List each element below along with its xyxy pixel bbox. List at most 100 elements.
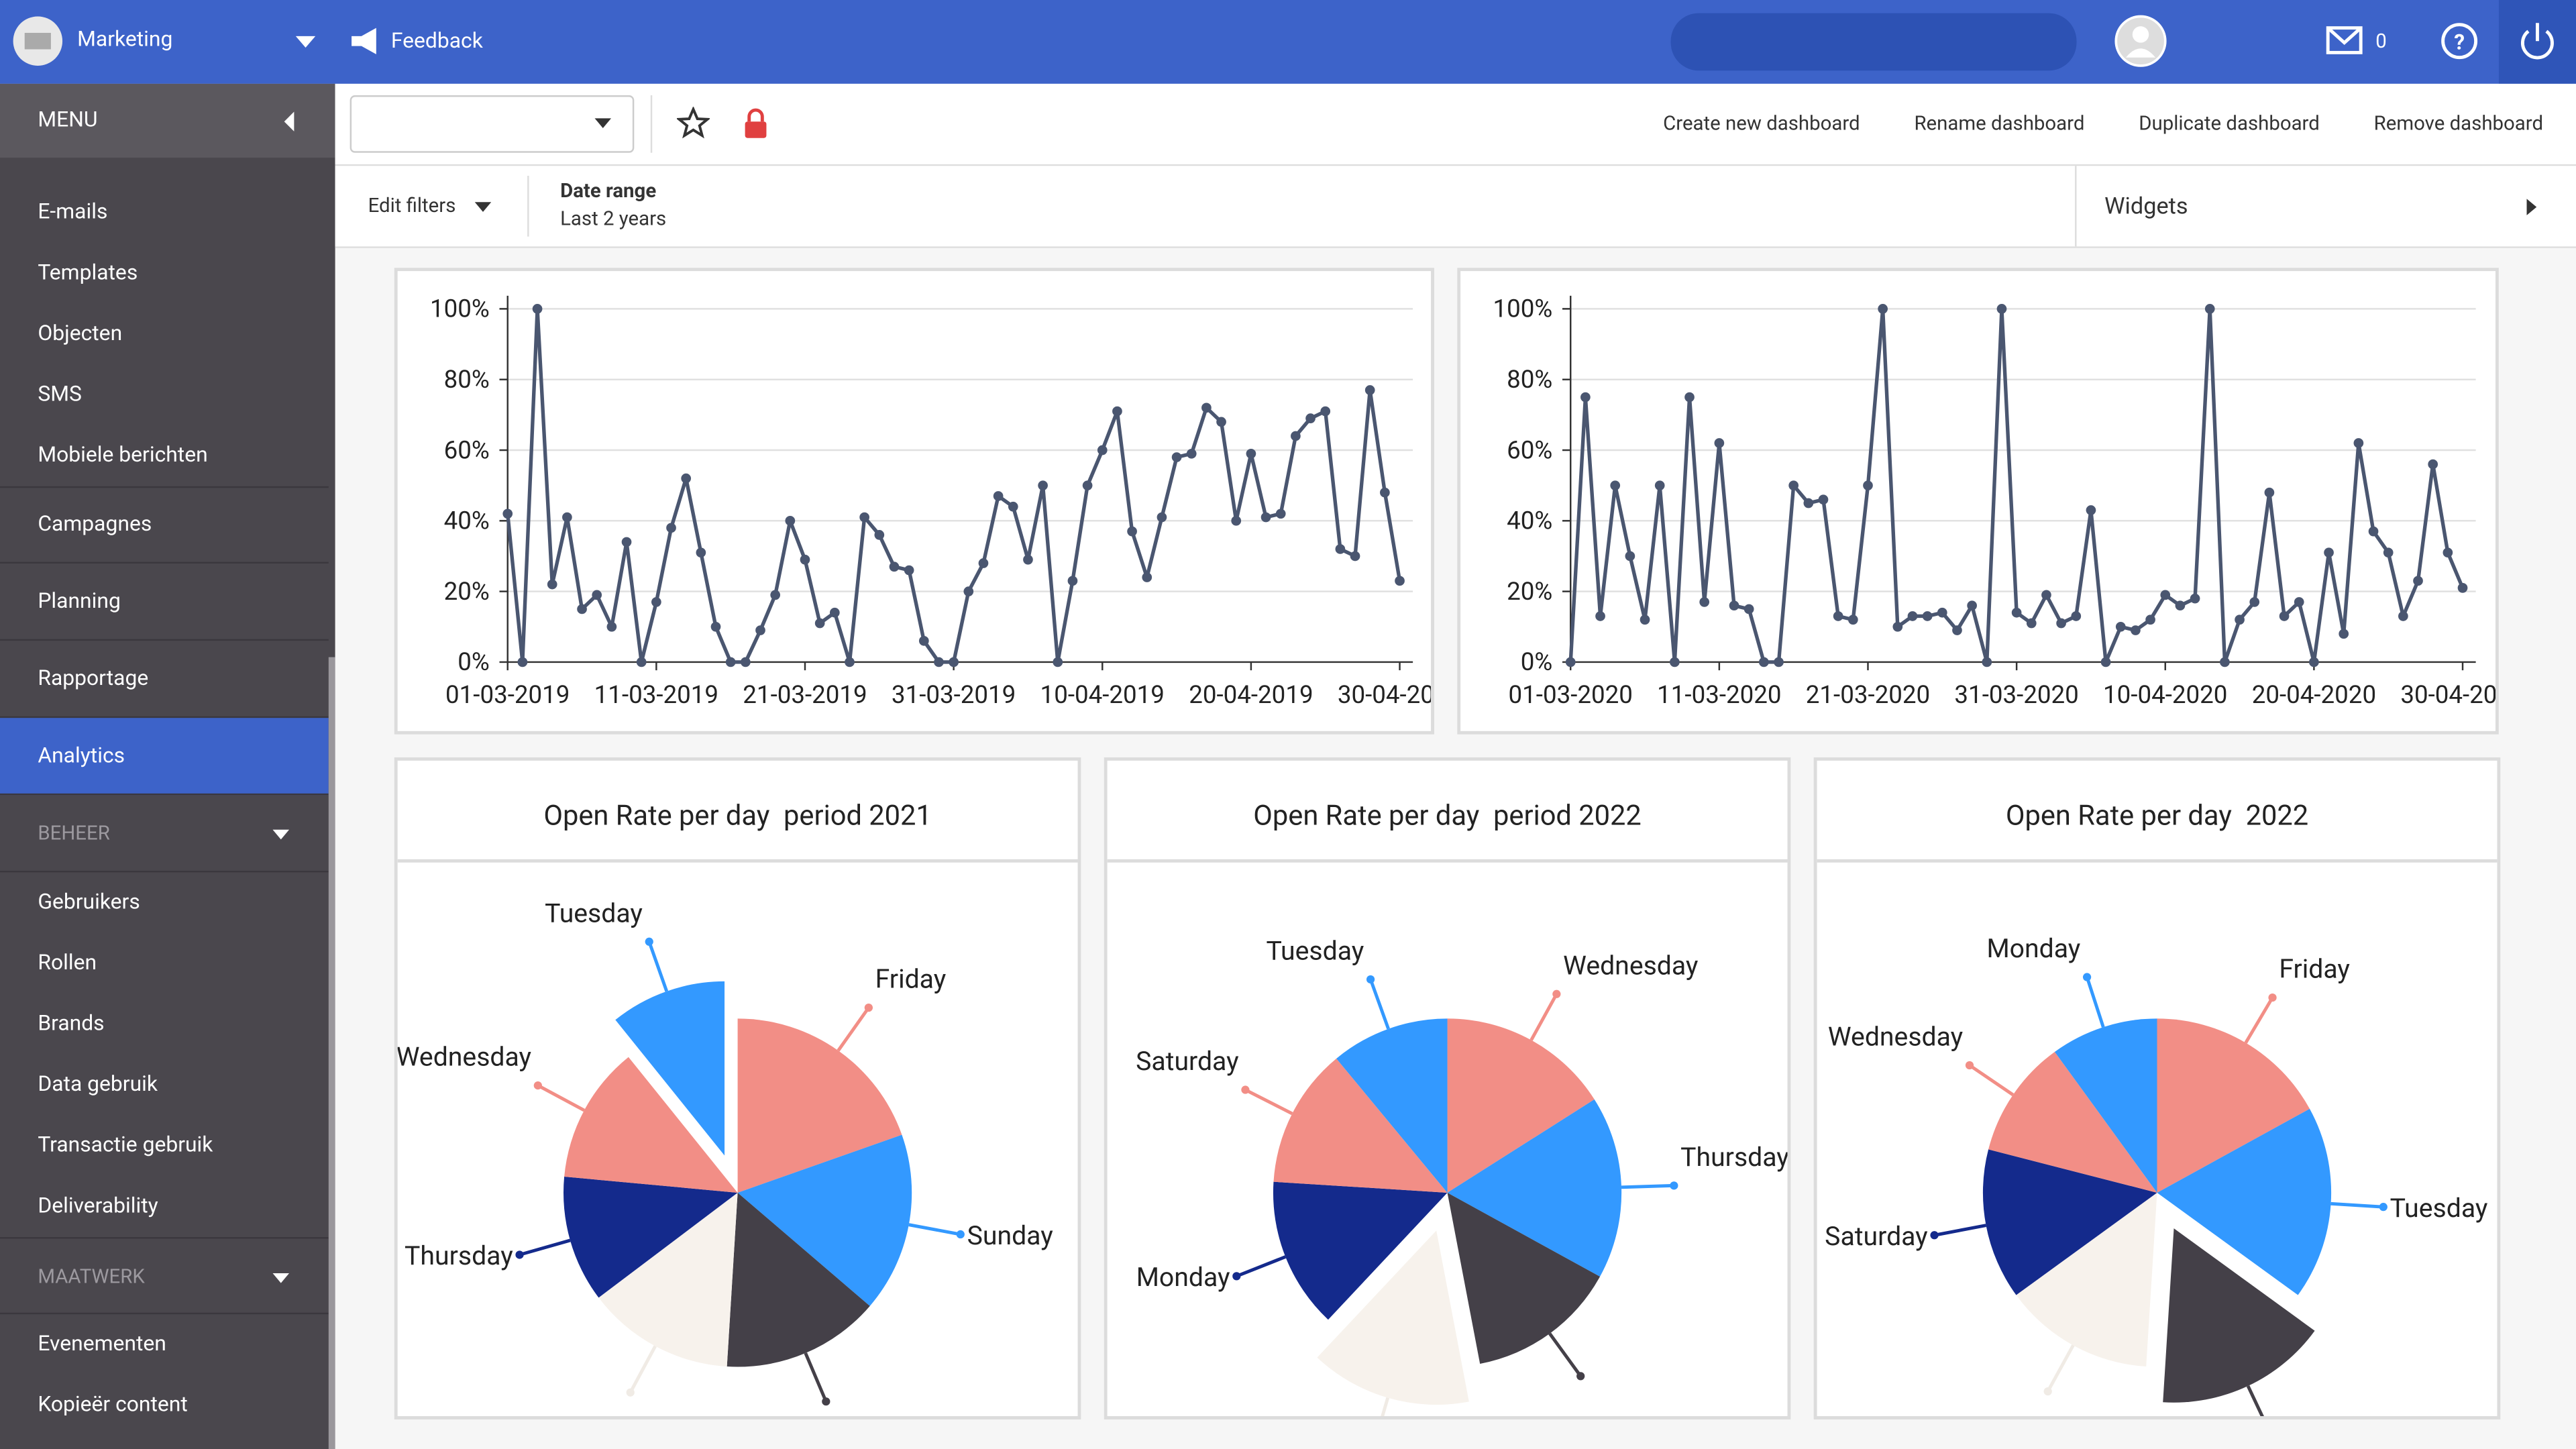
leader-line bbox=[2085, 976, 2105, 1028]
sidebar-item[interactable]: E-mails bbox=[0, 182, 329, 244]
data-point bbox=[2011, 607, 2022, 618]
data-point bbox=[1818, 494, 1829, 505]
sidebar-item[interactable]: Planning bbox=[0, 564, 329, 641]
sidebar-item[interactable]: Transactie gebruik bbox=[0, 1116, 329, 1177]
pie-slice bbox=[2157, 1018, 2310, 1193]
y-tick-label: 60% bbox=[444, 435, 490, 464]
slice-label: Monday bbox=[1136, 1262, 1230, 1293]
data-point bbox=[2249, 597, 2260, 607]
data-point bbox=[2115, 621, 2126, 632]
feedback-icon[interactable] bbox=[352, 28, 376, 54]
account-name[interactable]: Marketing bbox=[77, 28, 173, 53]
x-tick-label: 10-04-2019 bbox=[1040, 680, 1165, 709]
pie-slice bbox=[2163, 1228, 2315, 1403]
group-caret[interactable] bbox=[271, 1272, 290, 1285]
action-button[interactable]: Duplicate dashboard bbox=[2139, 111, 2320, 135]
menu-collapse[interactable] bbox=[279, 110, 299, 133]
widgets-toggle[interactable]: Widgets bbox=[2075, 166, 2576, 247]
favorite-star[interactable] bbox=[676, 107, 710, 140]
help-icon[interactable] bbox=[2441, 23, 2478, 60]
data-point bbox=[1142, 572, 1152, 582]
sidebar-label: Templates bbox=[38, 261, 138, 286]
sidebar-item[interactable]: SMS bbox=[0, 365, 329, 426]
sidebar-item[interactable]: Campagnes bbox=[0, 486, 329, 564]
scrollbar[interactable] bbox=[328, 657, 335, 1449]
sidebar-item[interactable]: Templates bbox=[0, 243, 329, 304]
slice-label: Sunday bbox=[967, 1220, 1054, 1251]
y-tick-label: 20% bbox=[444, 577, 490, 606]
data-point bbox=[2071, 611, 2082, 621]
group-caret[interactable] bbox=[271, 828, 290, 841]
sidebar-label: Campagnes bbox=[38, 513, 152, 537]
leader-dot bbox=[2379, 1203, 2387, 1212]
data-point bbox=[1982, 657, 1992, 667]
slice-label: Wednesday bbox=[1563, 950, 1699, 981]
date-range-value[interactable]: Last 2 years bbox=[560, 207, 667, 230]
data-point bbox=[1565, 657, 1576, 667]
data-point bbox=[710, 621, 721, 632]
action-button[interactable]: Create new dashboard bbox=[1663, 111, 1860, 135]
chart-title: Open Rate per day 2022 bbox=[2006, 799, 2308, 832]
dashboard-select[interactable] bbox=[350, 95, 635, 153]
leader-line bbox=[1548, 1332, 1582, 1377]
toolbar: Create new dashboard Rename dashboard Dupl… bbox=[335, 83, 2576, 166]
leader-dot bbox=[1930, 1231, 1939, 1240]
sidebar-group[interactable]: MAATWERK bbox=[0, 1237, 329, 1315]
data-point bbox=[1231, 515, 1242, 526]
leader-line bbox=[2330, 1201, 2383, 1209]
sidebar-group[interactable]: BEHEER bbox=[0, 795, 329, 873]
pie-slice bbox=[1447, 1018, 1595, 1193]
edit-filters[interactable]: Edit filters bbox=[368, 193, 456, 217]
sidebar-item[interactable]: Analytics bbox=[0, 718, 329, 796]
slice-label: Friday bbox=[875, 964, 947, 995]
data-point bbox=[1595, 611, 1605, 621]
power-button[interactable] bbox=[2498, 0, 2576, 84]
sidebar-item[interactable]: Data gebruik bbox=[0, 1055, 329, 1116]
sidebar-item[interactable]: Mobiele berichten bbox=[0, 425, 329, 486]
data-point bbox=[949, 657, 959, 667]
data-point bbox=[1275, 508, 1286, 519]
line-chart-panel: 0% 20% 40% 60% 80% 100% 01-03-2020 11-03-2020 21… bbox=[1457, 268, 2499, 735]
sidebar-item[interactable]: Gebruikers bbox=[0, 872, 329, 933]
data-point bbox=[1670, 657, 1680, 667]
data-point bbox=[1952, 625, 1962, 635]
x-tick-label: 31-03-2020 bbox=[1954, 680, 2078, 709]
mail-count: 0 bbox=[2375, 30, 2387, 53]
account-caret[interactable] bbox=[295, 36, 316, 48]
sidebar-item[interactable]: Evenementen bbox=[0, 1314, 329, 1375]
pie-slice bbox=[564, 1057, 738, 1193]
x-tick-label: 30-04-2019 bbox=[1338, 680, 1431, 709]
data-point bbox=[2131, 625, 2141, 635]
data-point bbox=[1699, 597, 1710, 607]
sidebar-item[interactable]: Rapportage bbox=[0, 641, 329, 718]
data-point bbox=[1246, 448, 1256, 459]
leader-dot bbox=[2082, 973, 2092, 981]
data-point bbox=[1112, 406, 1122, 417]
data-point bbox=[1759, 657, 1769, 667]
lock-icon[interactable] bbox=[743, 107, 769, 140]
data-point bbox=[1216, 417, 1226, 427]
x-tick-label: 21-03-2019 bbox=[743, 680, 867, 709]
sidebar-item[interactable]: Brands bbox=[0, 994, 329, 1055]
slice-label: Tuesday bbox=[545, 898, 643, 928]
feedback-link[interactable]: Feedback bbox=[390, 30, 483, 54]
data-point bbox=[2339, 629, 2349, 639]
leader-line bbox=[804, 1352, 828, 1403]
sidebar-item[interactable]: Kopieër content bbox=[0, 1375, 329, 1436]
data-point bbox=[2056, 618, 2066, 629]
menu-header[interactable]: MENU bbox=[0, 83, 335, 158]
x-tick-label: 20-04-2019 bbox=[1189, 680, 1313, 709]
sidebar-item[interactable]: Rollen bbox=[0, 933, 329, 994]
data-point bbox=[666, 523, 676, 533]
search-box[interactable] bbox=[1670, 13, 2077, 71]
sidebar-item[interactable]: Objecten bbox=[0, 304, 329, 365]
mail-icon[interactable] bbox=[2326, 26, 2363, 54]
sidebar-label: Brands bbox=[38, 1012, 105, 1037]
action-button[interactable]: Remove dashboard bbox=[2373, 111, 2544, 135]
sidebar-label: Rollen bbox=[38, 951, 97, 976]
action-button[interactable]: Rename dashboard bbox=[1914, 111, 2085, 135]
y-tick-label: 0% bbox=[1521, 647, 1553, 676]
data-point bbox=[1291, 431, 1301, 441]
sidebar-item[interactable]: Deliverability bbox=[0, 1176, 329, 1237]
